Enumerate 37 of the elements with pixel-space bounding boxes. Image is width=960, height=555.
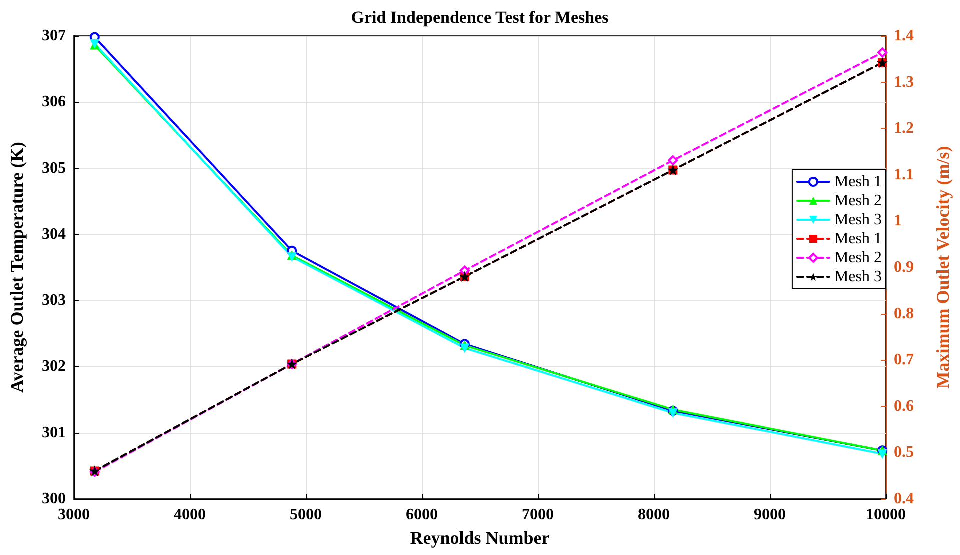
y-axis-title: Average Outlet Temperature (K)	[7, 142, 27, 393]
y2-tick-label: 1.2	[894, 120, 914, 138]
x-axis-title: Reynolds Number	[410, 528, 550, 548]
x-tick-label: 8000	[638, 506, 670, 524]
y-tick-label: 302	[42, 358, 66, 376]
y2-tick-label: 1.3	[894, 74, 914, 91]
y2-tick-label: 0.7	[894, 352, 914, 369]
x-tick-label: 9000	[754, 506, 786, 524]
chart-title: Grid Independence Test for Meshes	[351, 8, 610, 27]
y-tick-label: 305	[42, 160, 66, 177]
y-tick-label: 300	[42, 490, 66, 508]
x-tick-label: 10000	[866, 506, 906, 524]
y-tick-label: 304	[42, 226, 66, 243]
y2-tick-label: 1.1	[894, 166, 914, 184]
y-tick-label: 303	[42, 292, 66, 310]
y2-tick-label: 0.5	[894, 444, 914, 462]
legend-label: Mesh 1	[834, 174, 882, 190]
legend-label: Mesh 3	[834, 268, 882, 286]
y2-tick-label: 1.4	[894, 28, 914, 44]
y-tick-label: 307	[42, 28, 66, 44]
x-tick-label: 7000	[522, 506, 554, 524]
y2-axis-title: Maximum Outlet Velocity (m/s)	[933, 146, 953, 389]
x-tick-label: 3000	[58, 506, 90, 524]
y-tick-label: 306	[42, 94, 66, 111]
y2-tick-label: 0.4	[894, 490, 914, 508]
y2-tick-label: 0.9	[894, 259, 914, 276]
y-tick-label: 301	[42, 424, 66, 442]
y2-tick-label: 1	[894, 212, 902, 230]
x-tick-label: 6000	[406, 506, 438, 524]
y2-tick-label: 0.6	[894, 398, 914, 415]
legend-label: Mesh 3	[834, 212, 882, 228]
x-tick-label: 4000	[174, 506, 206, 524]
x-tick-label: 5000	[290, 506, 322, 524]
legend-label: Mesh 1	[834, 230, 882, 248]
legend-label: Mesh 2	[834, 250, 882, 266]
legend-label: Mesh 2	[834, 192, 882, 210]
y2-tick-label: 0.8	[894, 305, 914, 322]
